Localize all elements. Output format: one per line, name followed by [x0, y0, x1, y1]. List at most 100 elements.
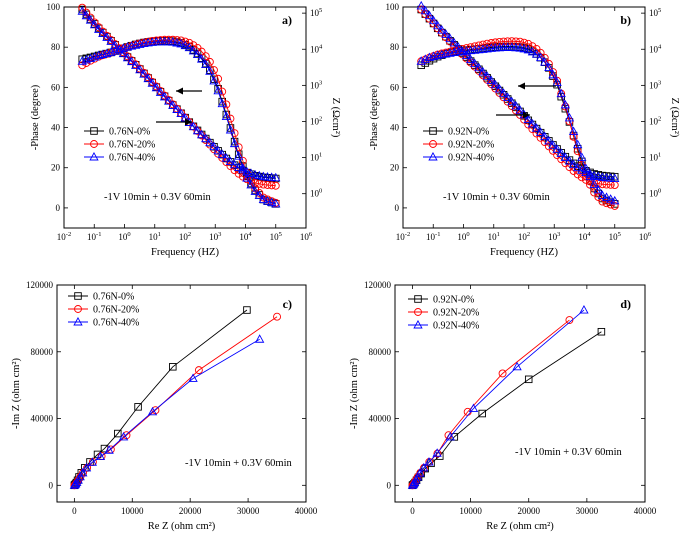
legend-marker [74, 292, 82, 300]
impedance-data-point [441, 29, 451, 38]
impedance-data-point [205, 137, 215, 147]
impedance-data-point [122, 52, 133, 62]
x-tick-label: 102 [518, 231, 530, 242]
nyquist-data-point [147, 406, 158, 416]
impedance-data-point [102, 32, 112, 41]
legend-label: 0.92N-40% [433, 321, 479, 332]
y-axis-label: -Phase (degree) [30, 84, 41, 150]
nyquist-data-point [255, 334, 265, 343]
y-tick-label: 100 [47, 2, 61, 12]
impedance-data-point [453, 42, 463, 51]
x-tick-label: 102 [179, 231, 191, 242]
impedance-data-point [540, 138, 549, 147]
y-tick-label: 0 [56, 203, 61, 213]
impedance-data-point [577, 173, 586, 182]
impedance-data-point [155, 87, 166, 96]
y2-tick-label: 103 [649, 79, 661, 90]
impedance-data-point [428, 15, 439, 25]
impedance-data-point [564, 156, 575, 165]
condition-annotation: -1V 10min + 0.3V 60min [104, 192, 211, 203]
phase-data-point [495, 37, 504, 46]
legend-label: 0.92N-0% [433, 295, 474, 306]
impedance-data-point [209, 141, 219, 151]
phase-data-point [271, 198, 281, 208]
nyquist-data-point [512, 361, 522, 371]
phase-data-point [606, 200, 615, 209]
y-axis-label: -Im Z (ohm cm²) [11, 357, 22, 429]
x-tick-label: 100 [457, 231, 469, 242]
phase-data-point [217, 98, 227, 108]
impedance-data-point [86, 13, 95, 22]
phase-data-point [196, 54, 207, 63]
phase-data-point [594, 193, 603, 201]
x-tick-label: 30000 [576, 506, 599, 516]
x-tick-label: 105 [609, 231, 621, 242]
legend-label: 0.92N-40% [448, 153, 494, 164]
impedance-data-point [217, 149, 227, 158]
y-tick-label: 0 [395, 203, 400, 213]
x-tick-label: 10000 [121, 506, 144, 516]
impedance-data-point [486, 75, 496, 85]
x-tick-label: 100 [118, 231, 130, 242]
impedance-data-point [565, 163, 574, 172]
nyquist-data-point [478, 409, 486, 418]
x-tick-label: 106 [639, 231, 652, 242]
phase-data-point [602, 199, 611, 208]
nyquist-data-point [104, 445, 114, 454]
legend-marker [89, 151, 99, 161]
plot-frame [394, 284, 646, 503]
impedance-data-point [557, 155, 566, 164]
y-tick-label: 40 [390, 123, 400, 133]
x-tick-label: 40000 [295, 506, 318, 516]
legend-label: 0.76N-20% [93, 305, 139, 316]
x-axis-label: Re Z (ohm cm²) [148, 521, 216, 532]
direction-arrow-head [176, 87, 183, 95]
impedance-data-point [527, 118, 538, 128]
impedance-data-point [420, 5, 430, 15]
impedance-data-point [433, 20, 443, 30]
y-tick-label: 20 [51, 163, 61, 173]
y-tick-label: 60 [390, 82, 400, 92]
impedance-data-point [585, 169, 595, 178]
x-tick-label: 101 [149, 231, 161, 242]
impedance-data-point [176, 108, 186, 118]
impedance-data-point [90, 18, 99, 27]
impedance-data-point [573, 162, 583, 172]
impedance-data-point [524, 120, 533, 129]
impedance-data-point [263, 181, 272, 189]
phase-data-point [110, 46, 120, 55]
impedance-data-point [255, 179, 264, 188]
nyquist-series-line [412, 331, 602, 486]
impedance-data-point [581, 167, 591, 177]
phase-data-point [515, 43, 525, 52]
nyquist-data-point [524, 375, 533, 384]
impedance-data-point [188, 121, 199, 131]
impedance-data-point [470, 58, 480, 68]
impedance-data-point [229, 159, 240, 169]
x-tick-label: 106 [300, 231, 313, 242]
phase-data-point [420, 54, 430, 63]
nyquist-data-point [243, 306, 251, 314]
x-tick-label: 103 [548, 231, 560, 242]
impedance-data-point [474, 62, 484, 72]
impedance-data-point [416, 0, 426, 10]
legend-label: 0.76N-40% [109, 153, 155, 164]
impedance-data-point [482, 71, 492, 80]
impedance-data-point [494, 84, 505, 93]
impedance-data-point [225, 156, 236, 165]
impedance-data-point [213, 145, 223, 155]
phase-data-point [499, 37, 508, 46]
legend-label: 0.92N-20% [448, 140, 494, 151]
impedance-data-point [535, 127, 546, 136]
y-tick-label: 40000 [31, 414, 54, 424]
phase-data-point [81, 54, 91, 64]
y-tick-label: 80000 [369, 347, 392, 357]
impedance-data-point [437, 25, 447, 34]
impedance-data-point [196, 129, 207, 139]
impedance-data-point [259, 180, 268, 189]
y-tick-label: 100 [386, 2, 400, 12]
impedance-data-point [98, 28, 108, 37]
phase-data-point [553, 76, 562, 85]
nyquist-data-point [114, 429, 122, 438]
